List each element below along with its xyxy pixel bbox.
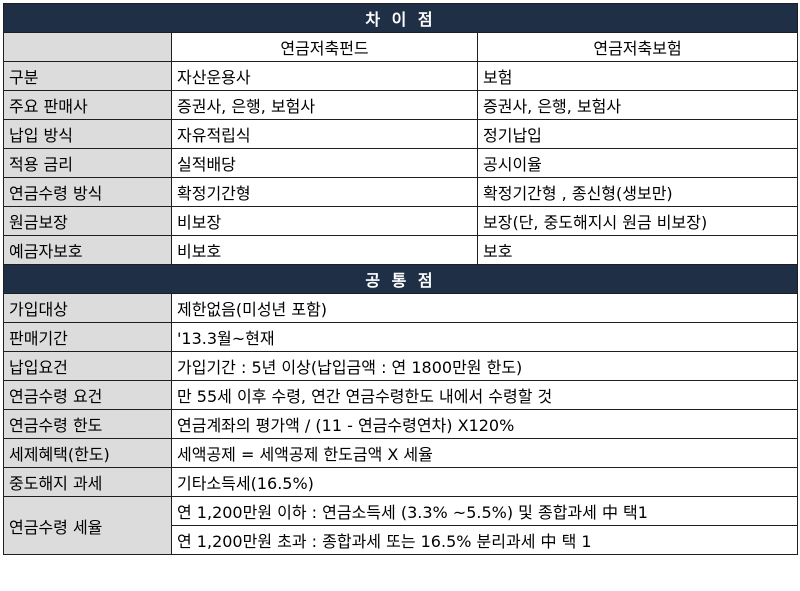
row-label: 납입 방식 — [3, 119, 172, 149]
insurance-cell: 확정기간형 , 종신형(생보만) — [476, 177, 799, 207]
fund-cell: 확정기간형 — [171, 177, 478, 207]
row-label: 판매기간 — [3, 322, 172, 352]
row-label: 적용 금리 — [3, 148, 172, 178]
row-label: 연금수령 방식 — [3, 177, 172, 207]
table-row: 구분 자산운용사 보험 — [3, 61, 799, 91]
commons-title: 공 통 점 — [2, 264, 799, 294]
column-header-row: 연금저축펀드 연금저축보험 — [3, 32, 799, 62]
insurance-cell: 정기납입 — [476, 119, 799, 149]
row-label: 예금자보호 — [3, 235, 172, 265]
row-label: 연금수령 한도 — [3, 409, 172, 439]
common-value-cell: 가입기간 : 5년 이상(납입금액 : 연 1800만원 한도) — [170, 351, 799, 381]
insurance-cell: 증권사, 은행, 보험사 — [476, 90, 799, 120]
table-row: 세제혜택(한도) 세액공제 = 세액공제 한도금액 X 세율 — [3, 438, 799, 468]
row-label: 세제혜택(한도) — [3, 438, 172, 468]
table-row: 주요 판매사 증권사, 은행, 보험사 증권사, 은행, 보험사 — [3, 90, 799, 120]
row-label: 원금보장 — [3, 206, 172, 236]
table-row: 예금자보호 비보호 보호 — [3, 235, 799, 265]
common-value-cell: 연금계좌의 평가액 / (11 - 연금수령연차) X120% — [170, 409, 799, 439]
fund-cell: 실적배당 — [171, 148, 478, 178]
table-row: 연금수령 한도 연금계좌의 평가액 / (11 - 연금수령연차) X120% — [3, 409, 799, 439]
corner-cell — [3, 32, 172, 62]
table-row: 연금수령 요건 만 55세 이후 수령, 연간 연금수령한도 내에서 수령할 것 — [3, 380, 799, 410]
insurance-cell: 보호 — [476, 235, 799, 265]
col-header-insurance: 연금저축보험 — [476, 32, 799, 62]
table-row: 연 1,200만원 초과 : 종합과세 또는 16.5% 분리과세 中 택 1 — [4, 525, 799, 555]
table-row: 연금수령 방식 확정기간형 확정기간형 , 종신형(생보만) — [3, 177, 799, 207]
table-row: 중도해지 과세 기타소득세(16.5%) — [3, 467, 799, 497]
row-label: 구분 — [3, 61, 172, 91]
row-label: 주요 판매사 — [3, 90, 172, 120]
table-row: 원금보장 비보장 보장(단, 중도해지시 원금 비보장) — [3, 206, 799, 236]
fund-cell: 증권사, 은행, 보험사 — [171, 90, 478, 120]
row-label: 납입요건 — [3, 351, 172, 381]
fund-cell: 자산운용사 — [171, 61, 478, 91]
common-value-cell: 제한없음(미성년 포함) — [170, 293, 799, 323]
row-label: 중도해지 과세 — [3, 467, 172, 497]
table-row: 판매기간 '13.3월~현재 — [3, 322, 799, 352]
insurance-cell: 공시이율 — [476, 148, 799, 178]
tax-rate-cell: 연 1,200만원 이하 : 연금소득세 (3.3% ~5.5%) 및 종합과세… — [170, 496, 799, 526]
common-value-cell: '13.3월~현재 — [170, 322, 799, 352]
table-row: 가입대상 제한없음(미성년 포함) — [3, 293, 799, 323]
common-value-cell: 기타소득세(16.5%) — [170, 467, 799, 497]
fund-cell: 비보장 — [171, 206, 478, 236]
common-value-cell: 만 55세 이후 수령, 연간 연금수령한도 내에서 수령할 것 — [170, 380, 799, 410]
section-header-row: 공 통 점 — [2, 264, 799, 294]
fund-cell: 자유적립식 — [171, 119, 478, 149]
table-row: 적용 금리 실적배당 공시이율 — [3, 148, 799, 178]
table-row: 연금수령 세율 연 1,200만원 이하 : 연금소득세 (3.3% ~5.5%… — [3, 496, 799, 555]
section-header-row: 차 이 점 — [2, 3, 799, 33]
table-row: 납입요건 가입기간 : 5년 이상(납입금액 : 연 1800만원 한도) — [3, 351, 799, 381]
comparison-table: 차 이 점 연금저축펀드 연금저축보험 구분 자산운용사 보험 주요 판매사 증… — [2, 3, 799, 555]
col-header-fund: 연금저축펀드 — [171, 32, 478, 62]
table-row: 납입 방식 자유적립식 정기납입 — [3, 119, 799, 149]
insurance-cell: 보험 — [476, 61, 799, 91]
row-label: 가입대상 — [3, 293, 172, 323]
tax-rate-label: 연금수령 세율 — [3, 496, 172, 555]
fund-cell: 비보호 — [171, 235, 478, 265]
tax-rate-cell: 연 1,200만원 초과 : 종합과세 또는 16.5% 분리과세 中 택 1 — [170, 525, 799, 555]
row-label: 연금수령 요건 — [3, 380, 172, 410]
differences-title: 차 이 점 — [2, 3, 799, 33]
insurance-cell: 보장(단, 중도해지시 원금 비보장) — [476, 206, 799, 236]
common-value-cell: 세액공제 = 세액공제 한도금액 X 세율 — [170, 438, 799, 468]
